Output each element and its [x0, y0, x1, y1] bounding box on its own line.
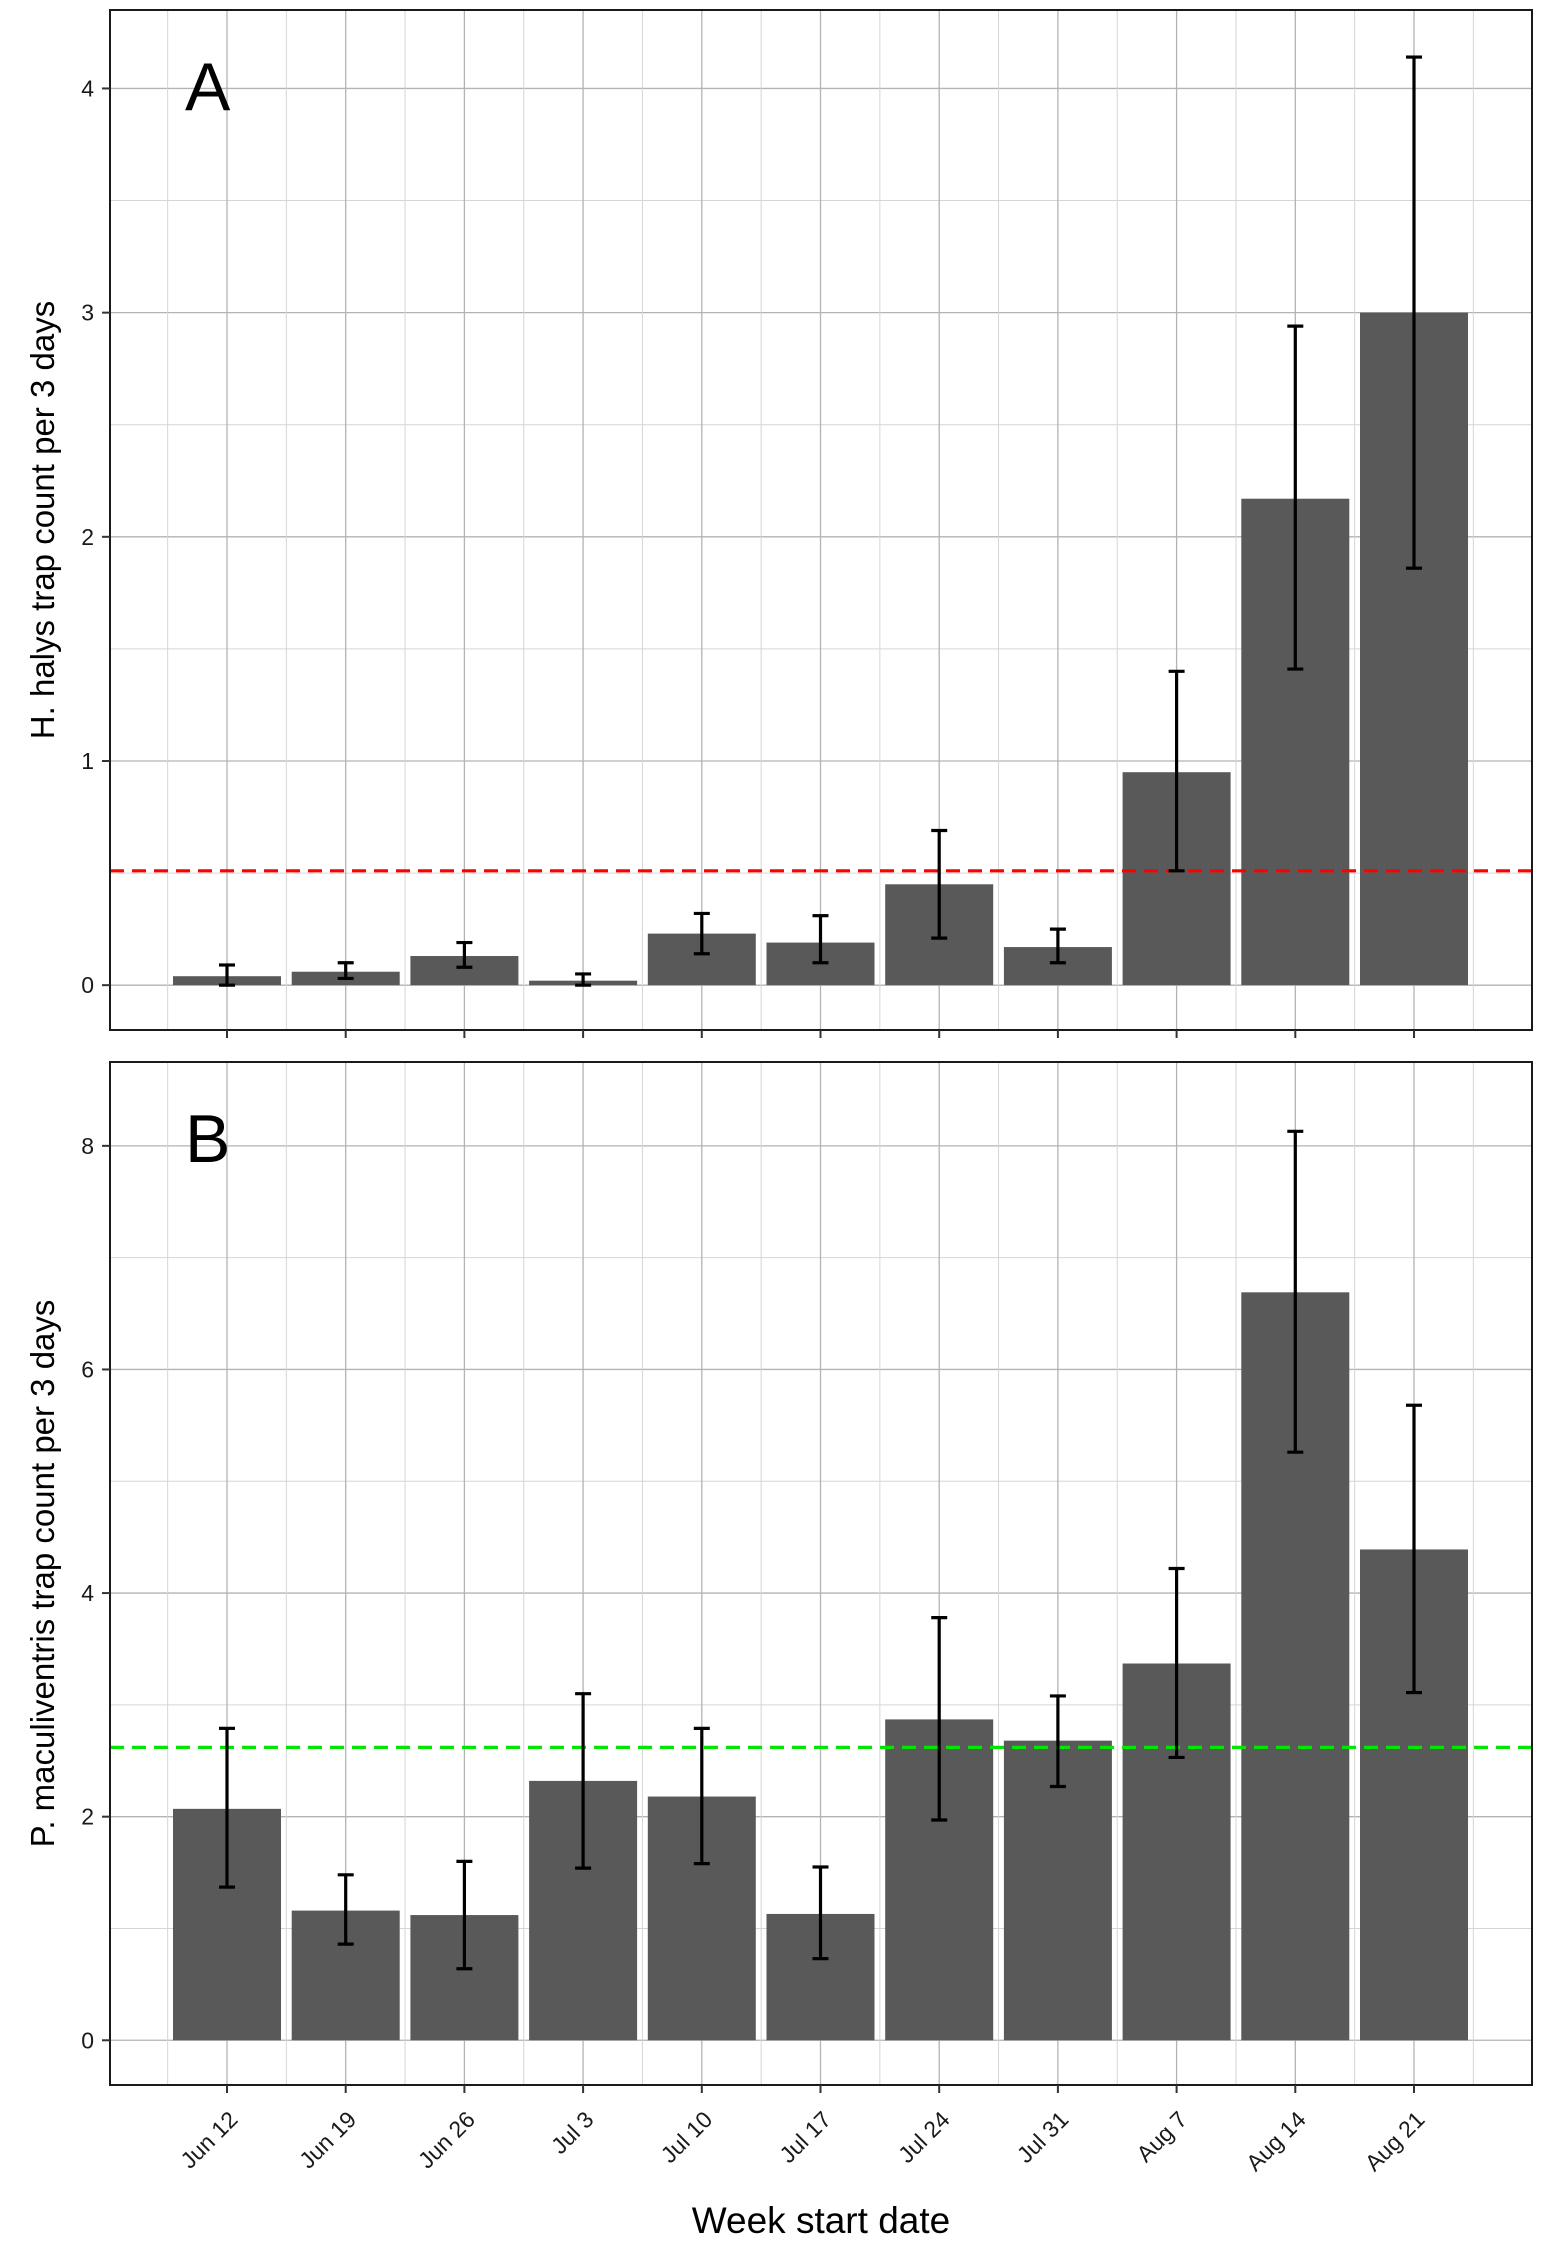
x-tick-label: Jun 19 — [294, 2106, 361, 2173]
y-tick-label: 4 — [81, 75, 94, 101]
x-tick-label: Jun 26 — [413, 2106, 480, 2173]
error-bar — [931, 828, 948, 940]
error-bar — [337, 961, 354, 981]
y-tick-label: 0 — [81, 972, 94, 998]
y-tick-label: 1 — [81, 748, 94, 774]
error-bar — [812, 914, 829, 965]
error-bar — [1406, 55, 1422, 570]
panel-a: 0 1 2 3 4 H. halys trap count per 3 days A — [24, 9, 1533, 1038]
bar-jul-31 — [1003, 1740, 1112, 2041]
x-tick-label: Jul 3 — [546, 2106, 599, 2159]
error-bar — [693, 911, 710, 956]
panel-tag: A — [185, 49, 231, 125]
y-tick-label: 8 — [81, 1133, 94, 1159]
error-bar — [219, 1726, 235, 1889]
error-bar — [812, 1865, 829, 1961]
x-tick-label: Jul 31 — [1012, 2106, 1074, 2168]
error-bar — [575, 1692, 592, 1870]
error-bar — [931, 1616, 948, 1822]
error-bar — [1049, 1694, 1066, 1789]
x-tick-label: Aug 14 — [1241, 2106, 1311, 2176]
error-bar — [1049, 927, 1066, 965]
x-tick-label: Jul 24 — [893, 2106, 955, 2168]
y-tick-label: 4 — [81, 1580, 94, 1606]
x-axis-title: Week start date — [692, 2200, 950, 2241]
x-tick-label: Jul 17 — [774, 2106, 836, 2168]
y-tick-label: 3 — [81, 300, 94, 326]
error-bar — [219, 963, 235, 987]
y-tick-label: 6 — [81, 1356, 94, 1382]
x-tick-label: Aug 7 — [1131, 2106, 1192, 2167]
x-tick-label: Jun 12 — [175, 2106, 242, 2173]
error-bar — [456, 1859, 473, 1971]
y-axis-title: P. maculiventris trap count per 3 days — [24, 1300, 61, 1848]
y-tick-label: 0 — [81, 2027, 94, 2053]
error-bar — [1168, 669, 1185, 873]
error-bar — [1287, 324, 1304, 671]
error-bar — [1168, 1566, 1185, 1760]
y-tick-label: 2 — [81, 1804, 94, 1830]
error-bar — [575, 972, 592, 987]
panel-b: 0 2 4 6 8 P. maculiventris trap count per 3 d… — [24, 1061, 1533, 2093]
error-bar — [1406, 1403, 1422, 1695]
error-bar — [456, 940, 473, 969]
error-bar — [693, 1726, 710, 1866]
y-tick-label: 2 — [81, 524, 94, 550]
x-tick-label: Jul 10 — [656, 2106, 718, 2168]
x-tick-label: Aug 21 — [1360, 2106, 1430, 2176]
error-bar — [1287, 1129, 1304, 1454]
panel-tag: B — [185, 1101, 230, 1177]
error-bar — [337, 1873, 354, 1946]
y-axis-title: H. halys trap count per 3 days — [24, 301, 61, 739]
